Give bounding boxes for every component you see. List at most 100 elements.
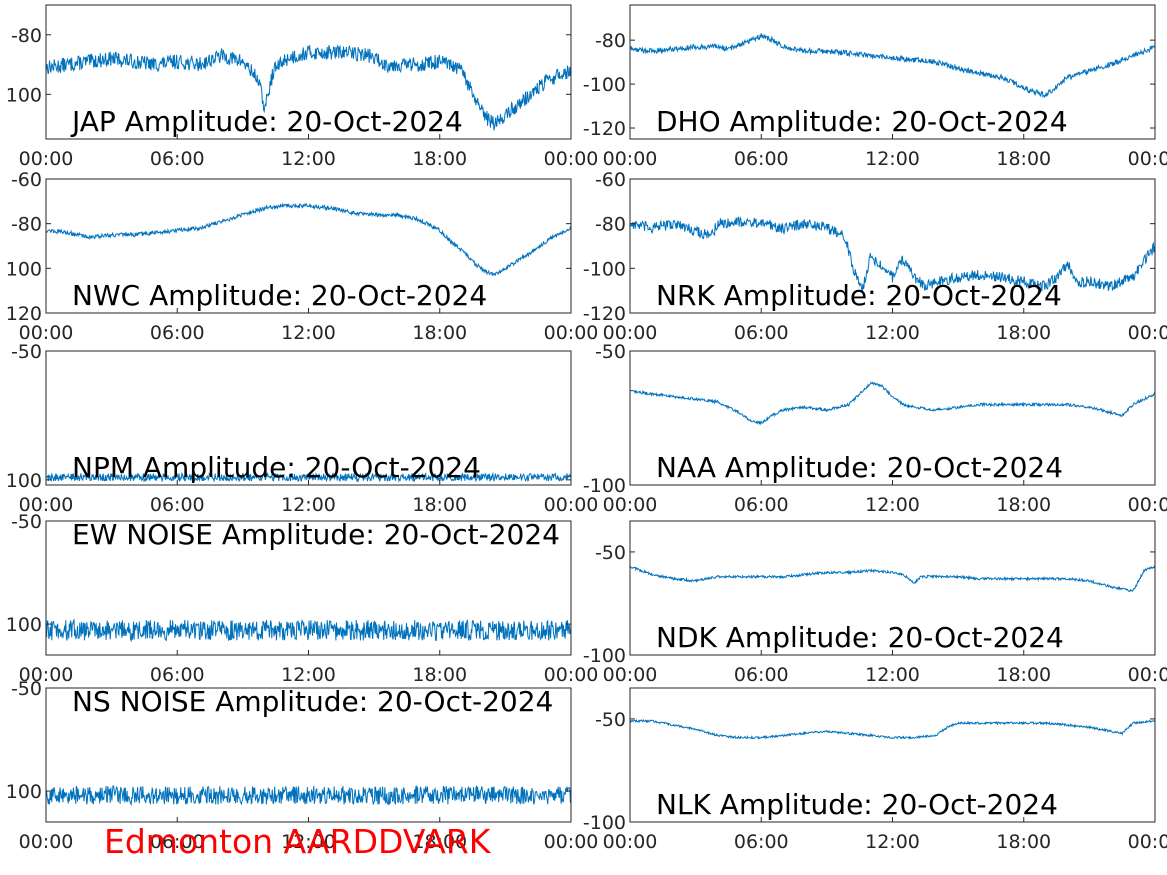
x-tick-label: 06:00 bbox=[150, 322, 205, 344]
x-tick-label: 00:00 bbox=[1128, 322, 1167, 344]
x-tick-label: 18:00 bbox=[412, 664, 467, 686]
x-tick-label: 00:00 bbox=[603, 322, 658, 344]
x-tick-label: 00:00 bbox=[544, 664, 599, 686]
y-tick-label: -100 bbox=[583, 645, 626, 667]
x-tick-label: 18:00 bbox=[412, 831, 467, 853]
series-line bbox=[630, 216, 1155, 293]
x-tick-label: 00:00 bbox=[1128, 148, 1167, 170]
x-tick-label: 12:00 bbox=[281, 664, 336, 686]
chart-panel-7: -50 100 00:00 06:00 12:00 18:00 00:00 EW NOISE … bbox=[6, 511, 599, 686]
chart-title: NRK Amplitude: 20-Oct-2024 bbox=[656, 279, 1062, 312]
x-tick-label: 00:00 bbox=[603, 831, 658, 853]
x-tick-label: 00:00 bbox=[19, 494, 74, 516]
y-tick-label: -100 bbox=[583, 74, 626, 96]
series-line bbox=[630, 718, 1155, 740]
x-tick-label: 12:00 bbox=[865, 494, 920, 516]
y-tick-label: -50 bbox=[11, 678, 42, 700]
x-tick-label: 18:00 bbox=[996, 322, 1051, 344]
series-line bbox=[46, 44, 571, 131]
x-tick-label: 12:00 bbox=[865, 831, 920, 853]
chart-panel-1: -80 100 00:00 06:00 12:00 18:00 00:00 JAP Ampli… bbox=[6, 4, 599, 170]
x-tick-label: 18:00 bbox=[996, 148, 1051, 170]
y-tick-label: -100 bbox=[583, 258, 626, 280]
series-line bbox=[630, 33, 1155, 99]
y-tick-label: -80 bbox=[595, 214, 626, 236]
y-tick-label: -80 bbox=[595, 30, 626, 52]
x-tick-label: 00:00 bbox=[544, 831, 599, 853]
chart-panel-9: -50 100 00:00 06:00 12:00 18:00 00:00 NS NOISE … bbox=[6, 678, 599, 853]
x-tick-label: 00:00 bbox=[544, 148, 599, 170]
x-tick-label: 18:00 bbox=[412, 322, 467, 344]
chart-title: NDK Amplitude: 20-Oct-2024 bbox=[656, 621, 1064, 654]
station-label: Edmonton AARDDVARK bbox=[104, 822, 492, 861]
y-tick-label: 100 bbox=[6, 781, 42, 803]
chart-panel-4: -60-80-100-12000:0006:0012:0018:0000:00N… bbox=[583, 169, 1167, 344]
x-tick-label: 00:00 bbox=[19, 664, 74, 686]
x-tick-label: 18:00 bbox=[412, 494, 467, 516]
x-tick-label: 12:00 bbox=[281, 831, 336, 853]
x-tick-label: 18:00 bbox=[996, 664, 1051, 686]
x-tick-label: 06:00 bbox=[734, 494, 789, 516]
x-tick-label: 06:00 bbox=[150, 831, 205, 853]
y-tick-label: 120 bbox=[6, 303, 42, 325]
x-tick-label: 12:00 bbox=[865, 322, 920, 344]
x-tick-label: 06:00 bbox=[150, 494, 205, 516]
x-tick-label: 00:00 bbox=[19, 831, 74, 853]
y-tick-label: 100 bbox=[6, 258, 42, 280]
x-tick-label: 06:00 bbox=[734, 664, 789, 686]
x-tick-label: 06:00 bbox=[734, 322, 789, 344]
x-tick-label: 06:00 bbox=[734, 831, 789, 853]
x-tick-label: 18:00 bbox=[996, 494, 1051, 516]
series-line bbox=[630, 565, 1155, 593]
y-tick-label: 100 bbox=[6, 84, 42, 106]
chart-title: NPM Amplitude: 20-Oct-2024 bbox=[72, 451, 481, 484]
x-tick-label: 00:00 bbox=[19, 322, 74, 344]
x-tick-label: 00:00 bbox=[1128, 831, 1167, 853]
x-tick-label: 00:00 bbox=[603, 148, 658, 170]
y-tick-label: 100 bbox=[6, 614, 42, 636]
chart-title: NS NOISE Amplitude: 20-Oct-2024 bbox=[72, 685, 553, 718]
y-tick-label: 100 bbox=[6, 470, 42, 492]
series-line bbox=[46, 618, 571, 642]
y-tick-label: -50 bbox=[595, 709, 626, 731]
x-tick-label: 06:00 bbox=[150, 148, 205, 170]
x-tick-label: 18:00 bbox=[996, 831, 1051, 853]
x-tick-label: 12:00 bbox=[865, 664, 920, 686]
y-tick-label: -80 bbox=[11, 25, 42, 47]
series-line bbox=[46, 471, 571, 483]
y-tick-label: -120 bbox=[583, 303, 626, 325]
x-tick-label: 00:00 bbox=[603, 664, 658, 686]
y-tick-label: -80 bbox=[11, 214, 42, 236]
y-tick-label: -100 bbox=[583, 812, 626, 834]
x-tick-label: 12:00 bbox=[281, 148, 336, 170]
chart-title: JAP Amplitude: 20-Oct-2024 bbox=[70, 105, 463, 138]
chart-title: NLK Amplitude: 20-Oct-2024 bbox=[656, 788, 1058, 821]
y-tick-label: -60 bbox=[595, 169, 626, 191]
chart-panel-2: -80 -100 -120 00:00 06:00 12:00 18:00 00:00 DHO … bbox=[583, 4, 1167, 170]
x-tick-label: 00:00 bbox=[544, 494, 599, 516]
y-tick-label: -50 bbox=[11, 511, 42, 533]
x-tick-label: 00:00 bbox=[19, 148, 74, 170]
chart-title: EW NOISE Amplitude: 20-Oct-2024 bbox=[72, 518, 560, 551]
x-tick-label: 00:00 bbox=[1128, 494, 1167, 516]
x-tick-label: 00:00 bbox=[544, 322, 599, 344]
chart-title: DHO Amplitude: 20-Oct-2024 bbox=[656, 105, 1068, 138]
y-tick-label: -100 bbox=[583, 475, 626, 497]
y-tick-label: -120 bbox=[583, 118, 626, 140]
x-tick-label: 00:00 bbox=[603, 494, 658, 516]
series-line bbox=[46, 784, 571, 807]
series-line bbox=[46, 202, 571, 276]
x-tick-label: 12:00 bbox=[281, 494, 336, 516]
y-tick-label: -60 bbox=[11, 169, 42, 191]
y-tick-label: -50 bbox=[595, 542, 626, 564]
x-tick-label: 06:00 bbox=[150, 664, 205, 686]
x-tick-label: 00:00 bbox=[1128, 664, 1167, 686]
y-tick-label: -50 bbox=[595, 341, 626, 363]
x-tick-label: 12:00 bbox=[281, 322, 336, 344]
y-tick-label: -50 bbox=[11, 341, 42, 363]
